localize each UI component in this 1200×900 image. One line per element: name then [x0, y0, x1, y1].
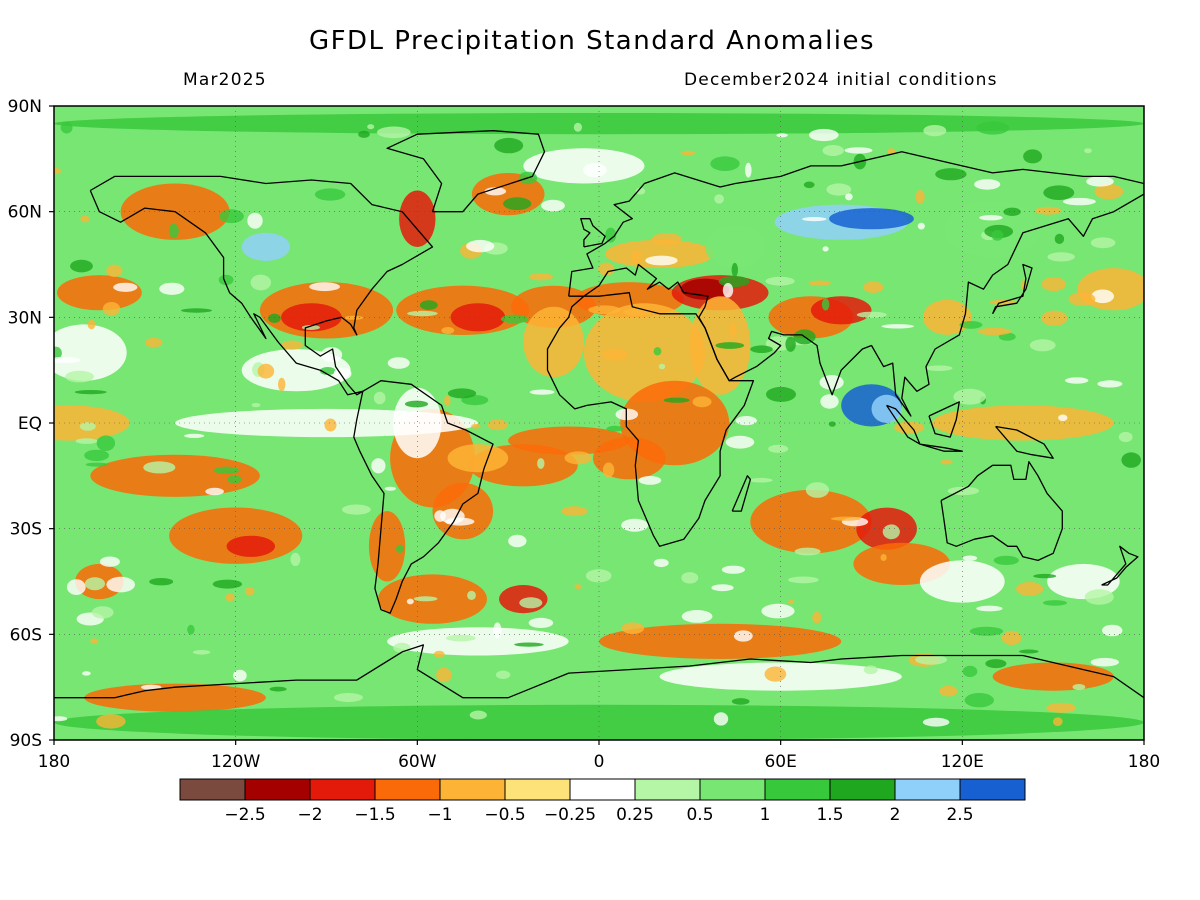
colorbar-label: −1 — [427, 805, 452, 825]
lat-tick-label: 60S — [10, 625, 42, 645]
colorbar-label: −1.5 — [354, 805, 395, 825]
gridlines — [54, 106, 1144, 740]
colorbar-swatch — [894, 778, 961, 801]
colorbar-swatch — [244, 778, 311, 801]
colorbar-label: 2.5 — [946, 805, 973, 825]
lon-tick-label: 0 — [594, 752, 605, 772]
coastline-madagascar — [731, 475, 752, 512]
chart-title: GFDL Precipitation Standard Anomalies — [308, 26, 876, 56]
lon-tick-label: 180 — [1128, 752, 1160, 772]
lon-tick-label: 180 — [38, 752, 70, 772]
coastline-new-zealand — [1101, 545, 1139, 586]
lon-tick-label: 60W — [398, 752, 437, 772]
init-conditions-label: December2024 initial conditions — [684, 70, 998, 90]
coastline-africa — [546, 292, 755, 547]
coastline-japan — [992, 263, 1033, 315]
colorbar-swatch — [374, 778, 441, 801]
colorbar-swatch — [699, 778, 766, 801]
colorbar-label: 2 — [890, 805, 901, 825]
coastline-uk — [580, 218, 606, 248]
colorbar-label: 0.25 — [616, 805, 654, 825]
lat-tick-label: 90S — [10, 731, 42, 751]
colorbar-label: 1 — [760, 805, 771, 825]
colorbar-swatch — [309, 778, 376, 801]
colorbar-label: −0.5 — [484, 805, 525, 825]
lon-tick-label: 60E — [764, 752, 796, 772]
colorbar-swatch — [569, 778, 636, 801]
coastline-new-guinea — [995, 425, 1054, 459]
coastline-greenland — [386, 130, 546, 213]
lat-tick-label: EQ — [18, 414, 42, 434]
colorbar-swatch — [179, 778, 246, 801]
colorbar-label: −2 — [297, 805, 322, 825]
colorbar: −2.5 −2 −1.5 −1 −0.5 −0.25 0.25 0.5 1 1.5 2 2.5 — [179, 778, 1026, 825]
colorbar-label: 0.5 — [686, 805, 713, 825]
lat-tick-label: 60N — [8, 203, 42, 223]
colorbar-swatch — [764, 778, 831, 801]
coastline-antarctica — [54, 644, 1144, 699]
lat-tick-label: 30N — [8, 308, 42, 328]
lon-tick-label: 120E — [941, 752, 984, 772]
colorbar-swatch — [439, 778, 506, 801]
coastline-australia — [940, 461, 1063, 562]
colorbar-swatch — [829, 778, 896, 801]
coastline-indonesia — [886, 404, 963, 452]
coastline-borneo — [928, 401, 960, 438]
colorbar-swatch — [634, 778, 701, 801]
coastlines — [54, 130, 1144, 699]
latitude-axis: 90N 60N 30N EQ 30S 60S 90S — [8, 97, 54, 751]
lat-tick-label: 30S — [10, 520, 42, 540]
lon-tick-label: 120W — [211, 752, 260, 772]
colorbar-swatch — [959, 778, 1026, 801]
colorbar-swatch — [504, 778, 571, 801]
coastline-south-america — [353, 380, 494, 614]
colorbar-label: −2.5 — [224, 805, 265, 825]
coastline-eurasia-africa — [568, 151, 1144, 417]
coastline-north-america — [89, 175, 434, 396]
longitude-axis: 180 120W 60W 0 60E 120E 180 — [38, 740, 1160, 772]
valid-month-label: Mar2025 — [183, 70, 267, 90]
colorbar-label: −0.25 — [544, 805, 596, 825]
colorbar-label: 1.5 — [816, 805, 843, 825]
lat-tick-label: 90N — [8, 97, 42, 117]
